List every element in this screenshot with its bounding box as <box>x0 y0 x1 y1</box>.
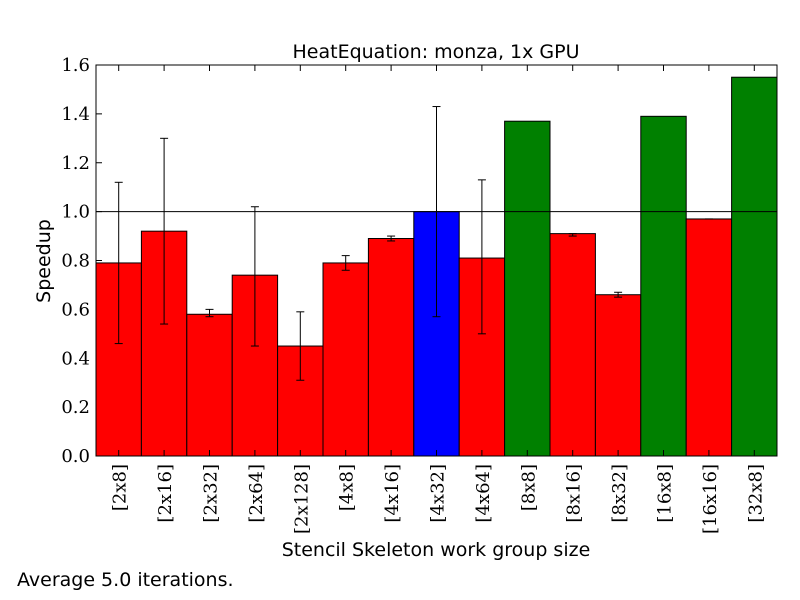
y-tick-label: 1.2 <box>61 153 90 174</box>
x-tick-label: [4x8] <box>337 464 358 511</box>
x-tick-label: [4x32] <box>428 464 449 523</box>
y-tick-label: 1.4 <box>61 104 90 125</box>
x-tick-label: [2x16] <box>155 464 176 523</box>
x-tick-label: [2x64] <box>246 464 267 523</box>
y-tick-label: 0.2 <box>61 397 90 418</box>
y-tick-label: 0.6 <box>61 299 90 320</box>
bar <box>731 76 778 457</box>
x-tick-label: [2x32] <box>201 464 222 523</box>
x-tick-label: [8x16] <box>564 464 585 523</box>
x-tick-label: [2x128] <box>291 464 312 534</box>
x-tick-label: [4x64] <box>473 464 494 523</box>
footnote: Average 5.0 iterations. <box>17 569 234 591</box>
bar <box>186 313 233 457</box>
y-tick-label: 0.4 <box>61 348 90 369</box>
bar <box>549 233 596 457</box>
y-tick-label: 1.0 <box>61 202 90 223</box>
bars <box>95 76 778 457</box>
y-axis-label: Speedup <box>33 219 55 303</box>
y-tick-label: 0.8 <box>61 251 90 272</box>
bar <box>322 262 369 457</box>
x-ticks: [2x8] [2x16] [2x32] [2x64] [2x128] [4x8] [4x16… <box>110 65 766 534</box>
x-tick-label: [32x8] <box>745 464 766 523</box>
bar <box>685 218 733 457</box>
x-tick-label: [8x8] <box>518 464 539 511</box>
bar <box>594 294 642 457</box>
x-tick-label: [16x8] <box>655 464 676 523</box>
y-tick-label: 0.0 <box>61 446 90 467</box>
error-bars <box>114 106 713 381</box>
bar <box>367 238 415 457</box>
plot-frame <box>95 64 778 457</box>
bar <box>640 115 687 457</box>
x-axis-label: Stencil Skeleton work group size <box>282 539 591 561</box>
x-tick-label: [8x32] <box>609 464 630 523</box>
y-tick-label: 1.6 <box>61 55 90 76</box>
bar <box>504 120 551 457</box>
y-ticks: 0.0 0.2 0.4 0.6 0.8 1.0 1.2 1.4 1.6 <box>61 55 777 467</box>
x-tick-label: [2x8] <box>110 464 131 511</box>
chart-title: HeatEquation: monza, 1x GPU <box>293 41 580 63</box>
x-tick-label: [16x16] <box>700 464 721 534</box>
x-tick-label: [4x16] <box>382 464 403 523</box>
